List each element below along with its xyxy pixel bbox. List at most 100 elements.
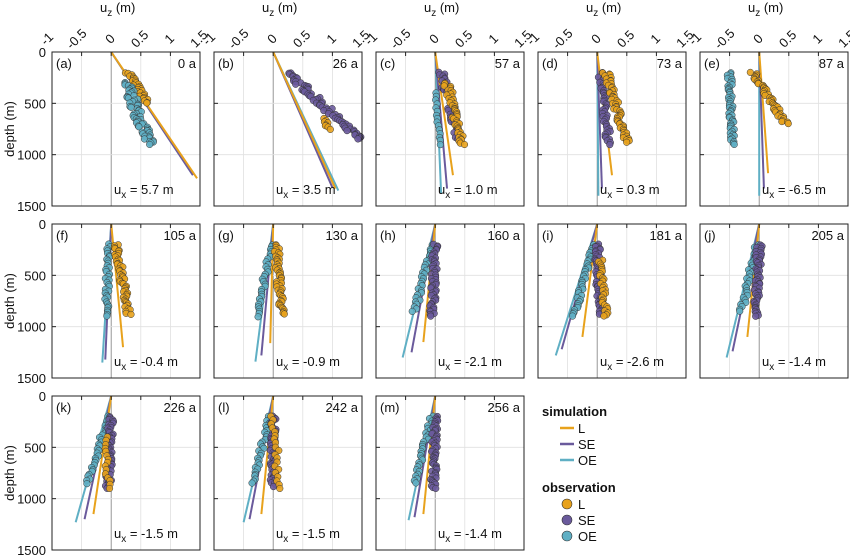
panel-frame bbox=[375, 51, 525, 207]
obs-point-OE bbox=[736, 307, 744, 315]
x-tick-label: 0.5 bbox=[452, 27, 475, 50]
panel-label: (a) bbox=[56, 56, 72, 71]
obs-point-OE bbox=[248, 479, 256, 487]
x-tick-label: 0 bbox=[264, 31, 280, 47]
panel-frame bbox=[51, 223, 201, 379]
x-tick-label: 0.5 bbox=[290, 27, 313, 50]
panel-f: (f) 105 a ux = -0.4 m 0 500 1000 1500 depth (m) bbox=[2, 217, 201, 386]
x-tick-label: 1 bbox=[647, 31, 663, 47]
obs-point-SE bbox=[292, 80, 300, 88]
panel-time: 105 a bbox=[163, 228, 196, 243]
legend-marker-L bbox=[561, 498, 573, 510]
panel-label: (i) bbox=[542, 228, 554, 243]
obs-point-OE bbox=[83, 480, 91, 488]
x-tick-label: 0.5 bbox=[614, 27, 637, 50]
x-tick-label: -0.5 bbox=[387, 26, 413, 52]
x-tick-label: 1.5 bbox=[835, 27, 850, 50]
panel-frame bbox=[213, 51, 363, 207]
panel-time: 130 a bbox=[325, 228, 358, 243]
y-tick-label: 1000 bbox=[17, 148, 46, 163]
panel-frame bbox=[51, 395, 201, 551]
y-tick-label: 1500 bbox=[17, 371, 46, 386]
panel-time: 26 a bbox=[333, 56, 359, 71]
ux-annotation: ux = -0.9 m bbox=[276, 354, 340, 373]
panel-label: (g) bbox=[218, 228, 234, 243]
panel-label: (l) bbox=[218, 400, 230, 415]
sim-line-L bbox=[758, 51, 770, 174]
legend-observation-title: observation bbox=[542, 480, 616, 495]
panel-time: 181 a bbox=[649, 228, 682, 243]
panel-j: (j) 205 a ux = -1.4 m bbox=[699, 223, 849, 379]
ux-annotation: ux = -2.6 m bbox=[600, 354, 664, 373]
x-tick-label: -0.5 bbox=[225, 26, 251, 52]
obs-point-OE bbox=[730, 140, 738, 148]
ux-annotation: ux = 0.3 m bbox=[600, 182, 660, 201]
y-tick-label: 1000 bbox=[17, 492, 46, 507]
x-axis-label: uz (m) bbox=[748, 0, 783, 19]
panel-m: (m) 256 a ux = -1.4 m bbox=[375, 395, 525, 551]
x-tick-label: -0.5 bbox=[711, 26, 737, 52]
panel-label: (h) bbox=[380, 228, 396, 243]
panel-label: (f) bbox=[56, 228, 68, 243]
obs-point-OE bbox=[254, 313, 262, 321]
panel-label: (d) bbox=[542, 56, 558, 71]
x-axis-label: uz (m) bbox=[424, 0, 459, 19]
x-tick-label: 0 bbox=[102, 31, 118, 47]
obs-point-L bbox=[623, 138, 631, 146]
y-tick-label: 1500 bbox=[17, 199, 46, 214]
legend-marker-OE bbox=[561, 530, 573, 542]
legend-obs-label-L: L bbox=[578, 497, 585, 512]
obs-point-L bbox=[276, 484, 284, 493]
x-tick-label: 1 bbox=[809, 31, 825, 47]
panel-time: 242 a bbox=[325, 400, 358, 415]
obs-point-SE bbox=[752, 312, 760, 320]
panel-frame bbox=[537, 223, 687, 379]
panel-frame bbox=[375, 395, 525, 551]
legend-simulation-title: simulation bbox=[542, 404, 607, 419]
ux-annotation: ux = -0.4 m bbox=[114, 354, 178, 373]
panel-time: 57 a bbox=[495, 56, 521, 71]
obs-point-OE bbox=[568, 312, 577, 320]
x-tick-label: 0 bbox=[426, 31, 442, 47]
obs-point-SE bbox=[427, 312, 435, 320]
y-tick-label: 1500 bbox=[17, 543, 46, 558]
x-tick-label: 1 bbox=[485, 31, 501, 47]
y-tick-label: 0 bbox=[39, 389, 46, 404]
x-tick-label: 1 bbox=[323, 31, 339, 47]
obs-point-OE bbox=[436, 141, 444, 149]
obs-point-L bbox=[143, 99, 151, 107]
panel-frame bbox=[213, 395, 363, 551]
ux-annotation: ux = -1.4 m bbox=[438, 526, 502, 545]
obs-point-L bbox=[600, 312, 608, 320]
x-tick-label: -0.5 bbox=[63, 26, 89, 52]
obs-point-SE bbox=[606, 141, 614, 149]
panel-time: 226 a bbox=[163, 400, 196, 415]
obs-point-L bbox=[127, 310, 135, 318]
obs-point-L bbox=[106, 484, 114, 493]
panel-d: (d) 73 aux = 0.3 m-1 -0.5 0 0.5 1 1.5uz (m) bbox=[523, 0, 697, 207]
y-tick-label: 0 bbox=[39, 45, 46, 60]
legend-obs-label-SE: SE bbox=[578, 513, 596, 528]
ux-annotation: ux = -1.4 m bbox=[762, 354, 826, 373]
ux-annotation: ux = 1.0 m bbox=[438, 182, 498, 201]
y-tick-label: 500 bbox=[24, 440, 46, 455]
obs-point-OE bbox=[408, 307, 416, 315]
x-tick-label: -0.5 bbox=[549, 26, 575, 52]
legend-marker-SE bbox=[561, 514, 573, 526]
ux-annotation: ux = 5.7 m bbox=[114, 182, 174, 201]
y-axis-label: depth (m) bbox=[2, 445, 17, 501]
panel-e: (e) 87 aux = -6.5 m-1 -0.5 0 0.5 1 1.5uz (m) bbox=[685, 0, 850, 207]
obs-point-L bbox=[326, 125, 334, 133]
panel-g: (g) 130 a ux = -0.9 m bbox=[213, 223, 363, 379]
panel-frame bbox=[51, 51, 201, 207]
panel-b: (b) 26 aux = 3.5 m-1 -0.5 0 0.5 1 1.5uz (m) bbox=[199, 0, 373, 207]
panel-label: (e) bbox=[704, 56, 720, 71]
panel-label: (m) bbox=[380, 400, 400, 415]
x-tick-label: 0.5 bbox=[776, 27, 799, 50]
x-axis-label: uz (m) bbox=[100, 0, 135, 19]
obs-point-L bbox=[460, 140, 469, 149]
obs-point-L bbox=[280, 310, 288, 318]
ux-annotation: ux = -6.5 m bbox=[762, 182, 826, 201]
